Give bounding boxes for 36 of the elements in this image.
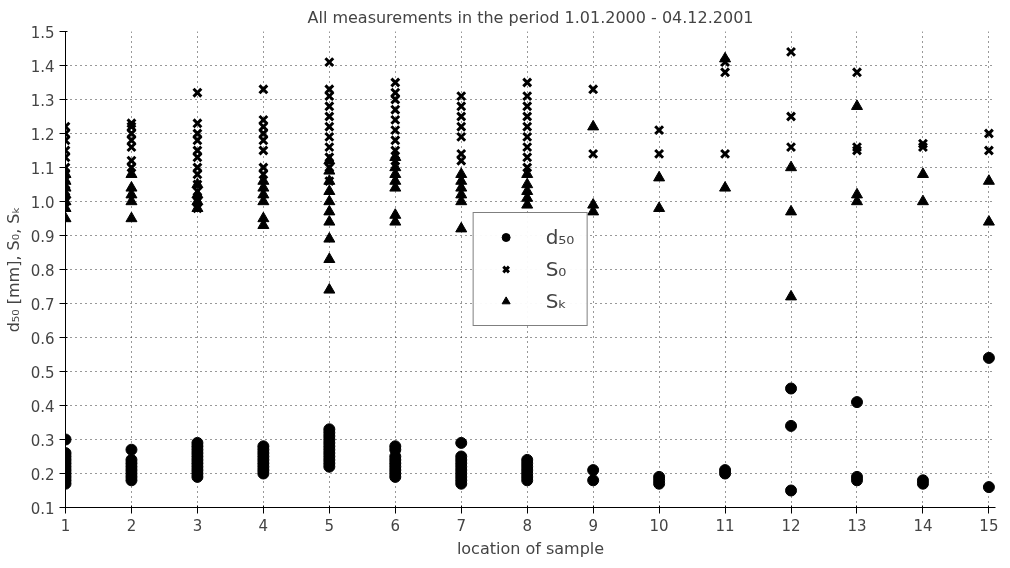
y-tick-label: 0.7 bbox=[30, 295, 55, 314]
x-tick-label: 14 bbox=[913, 516, 933, 535]
y-tick-label: 1.1 bbox=[30, 159, 55, 178]
x-axis-title: location of sample bbox=[456, 538, 605, 558]
y-tick-label: 0.8 bbox=[30, 261, 55, 280]
legend-label: Sₖ bbox=[545, 289, 567, 313]
y-tick-label: 1.5 bbox=[30, 23, 55, 42]
y-tick-label: 0.3 bbox=[30, 431, 55, 450]
chart-title: All measurements in the period 1.01.2000 - 04.12.2001 bbox=[307, 7, 754, 27]
y-tick-label: 0.1 bbox=[30, 499, 55, 518]
y-tick-label: 0.5 bbox=[30, 363, 55, 382]
x-tick-label: 8 bbox=[522, 516, 532, 535]
x-tick-label: 11 bbox=[715, 516, 735, 535]
x-tick-label: 1 bbox=[60, 516, 71, 535]
x-tick-label: 6 bbox=[390, 516, 401, 535]
x-tick-label: 7 bbox=[456, 516, 467, 535]
legend-label: d₅₀ bbox=[545, 225, 575, 249]
x-tick-label: 13 bbox=[847, 516, 867, 535]
x-tick-label: 12 bbox=[781, 516, 801, 535]
y-tick-label: 0.2 bbox=[30, 465, 55, 484]
y-axis-title: d₅₀ [mm], S₀, Sₖ bbox=[3, 206, 23, 333]
y-tick-label: 1.0 bbox=[30, 193, 55, 212]
y-tick-label: 0.6 bbox=[30, 329, 55, 348]
x-tick-label: 3 bbox=[192, 516, 203, 535]
legend-label: S₀ bbox=[545, 257, 567, 281]
y-tick-label: 0.9 bbox=[30, 227, 55, 246]
y-tick-label: 1.3 bbox=[30, 91, 55, 110]
x-tick-label: 9 bbox=[588, 516, 598, 535]
x-tick-label: 15 bbox=[979, 516, 999, 535]
x-tick-label: 10 bbox=[649, 516, 669, 535]
x-tick-label: 5 bbox=[324, 516, 335, 535]
y-tick-label: 1.2 bbox=[30, 125, 55, 144]
x-tick-label: 2 bbox=[126, 516, 137, 535]
x-tick-label: 4 bbox=[258, 516, 269, 535]
y-tick-label: 1.4 bbox=[30, 57, 55, 76]
y-tick-label: 0.4 bbox=[30, 397, 55, 416]
